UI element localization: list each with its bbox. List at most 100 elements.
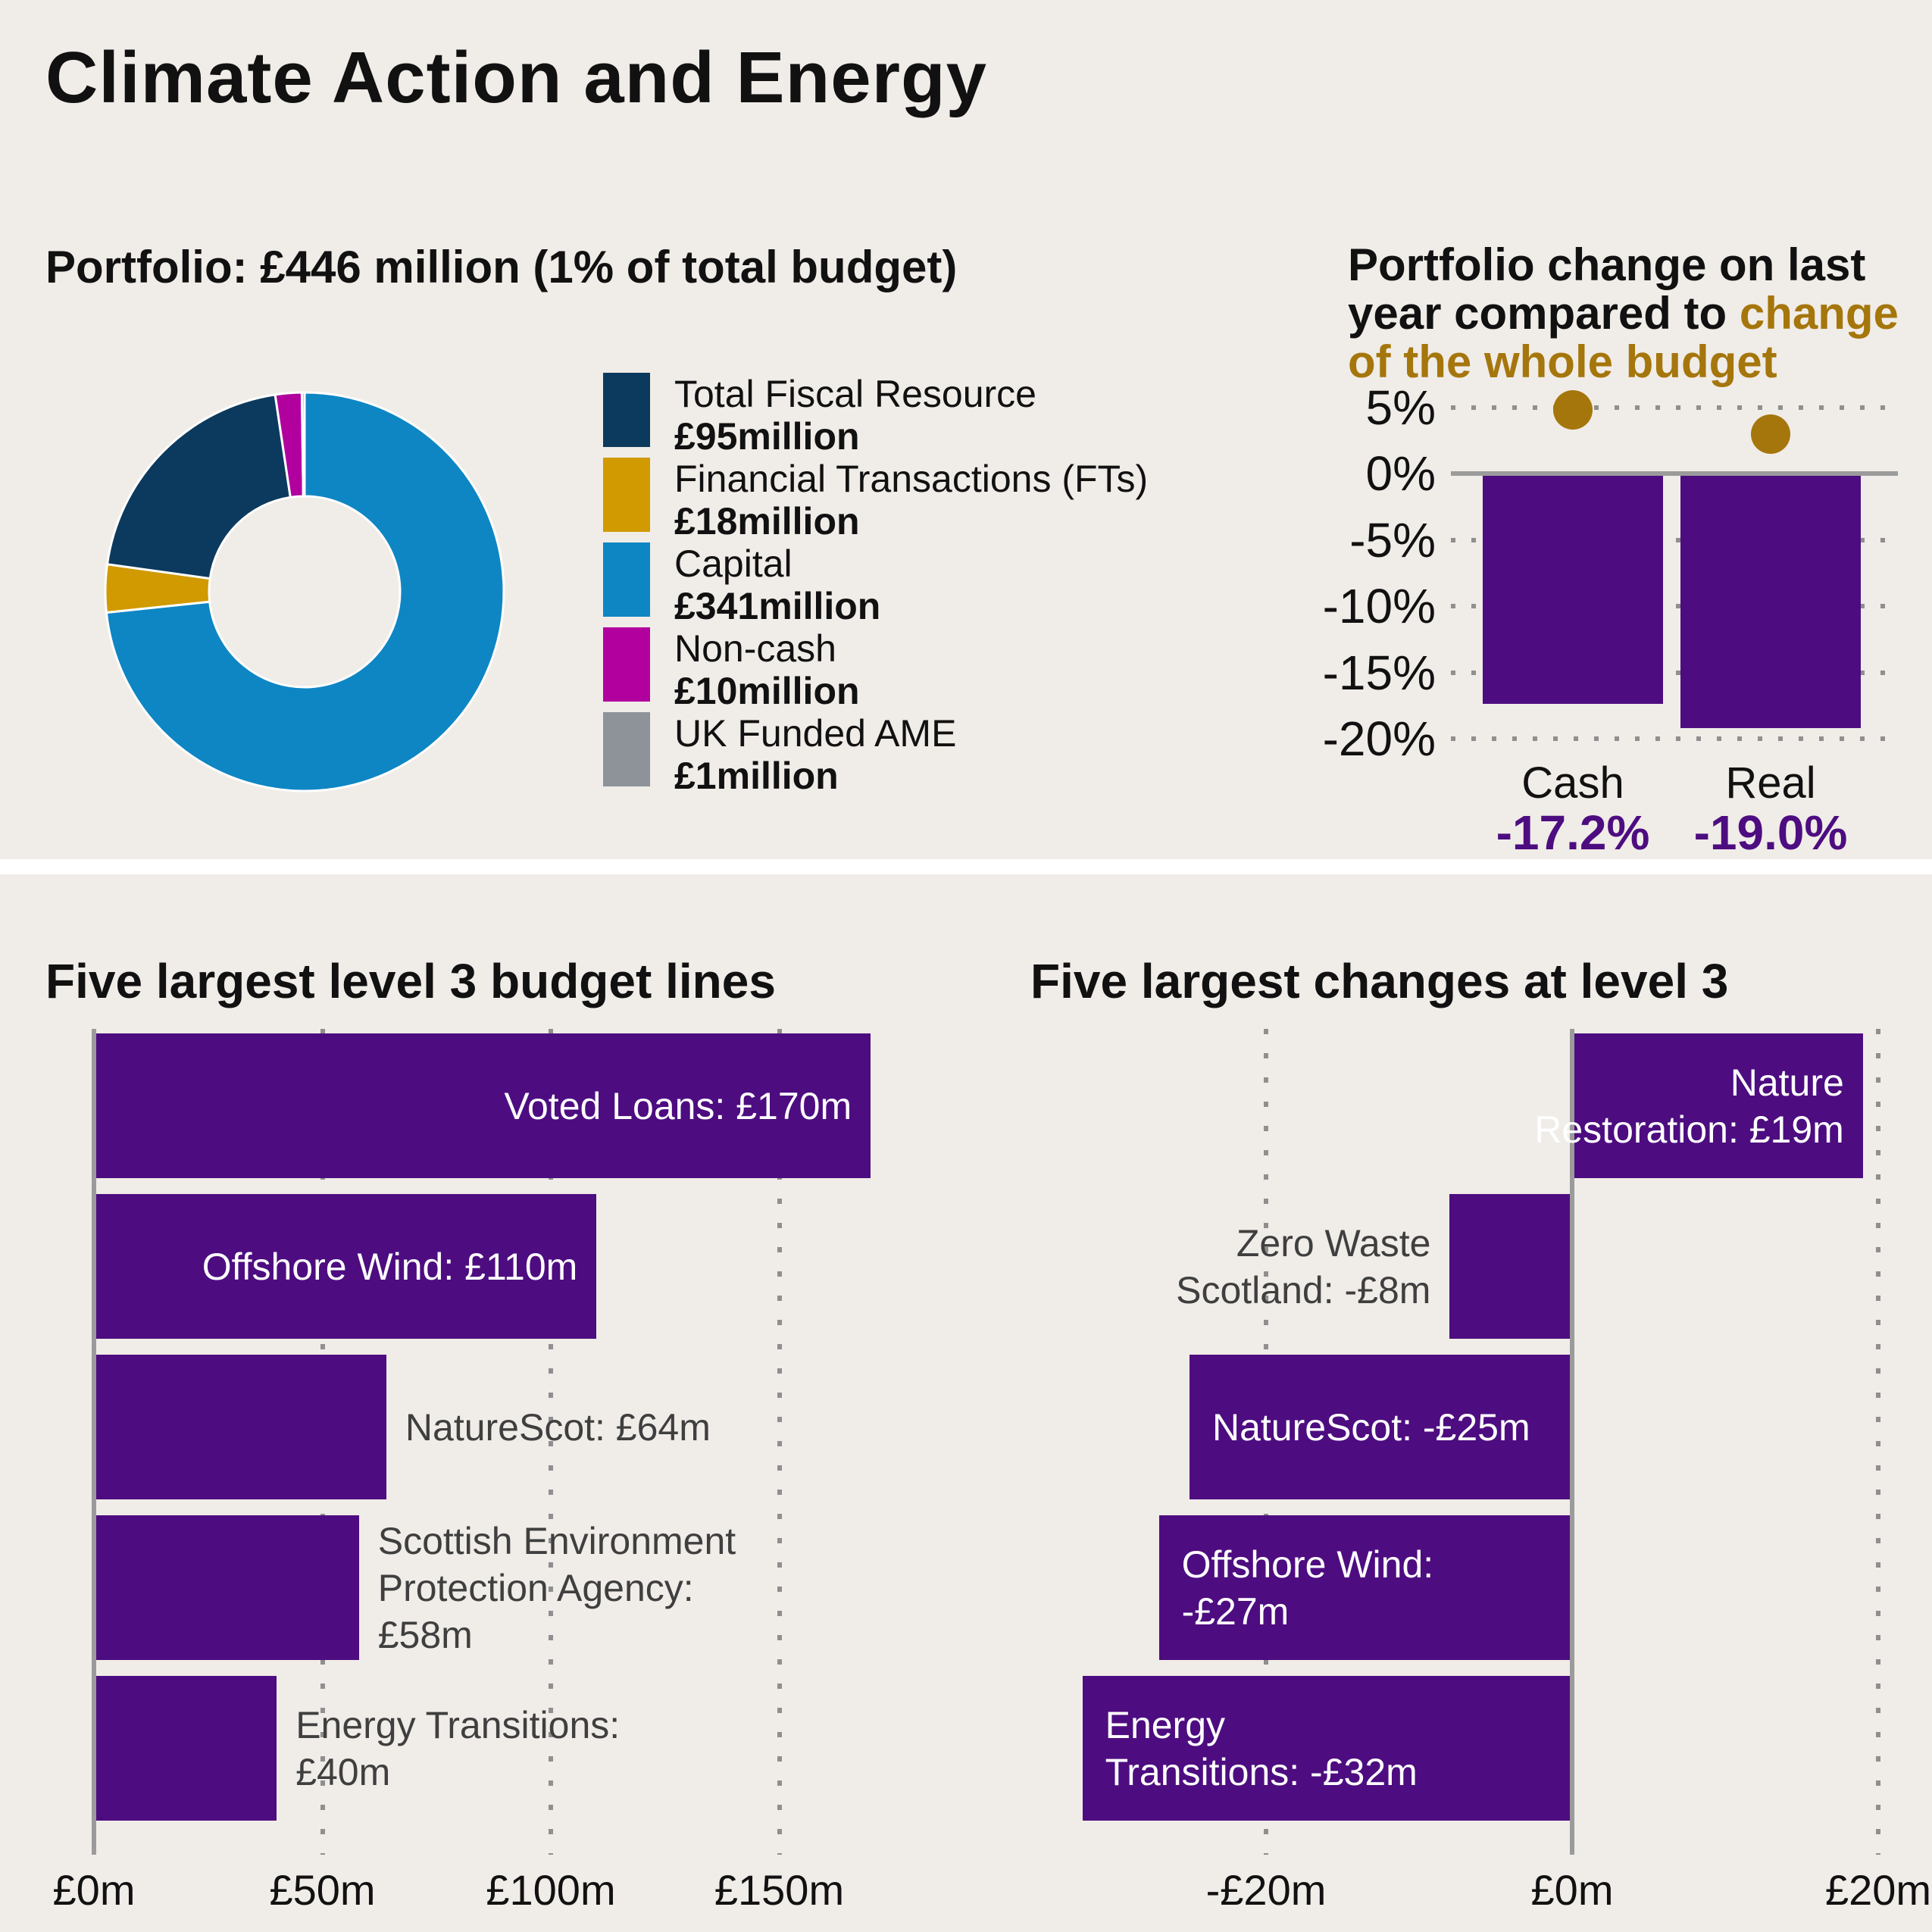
zero-line: [1451, 471, 1898, 476]
bar-label-scottish-environment-protection-agency: Scottish Environment Protection Agency: £5…: [378, 1518, 736, 1658]
bar-voted-loans: [96, 1033, 871, 1178]
gridline-£20m: [1876, 1029, 1880, 1855]
x-tick-£150m: £150m: [714, 1866, 845, 1914]
bar-label-line: Offshore Wind:: [1181, 1543, 1434, 1586]
change-title-segment: year compared to: [1348, 288, 1740, 339]
legend-row-uk-funded-ame: UK Funded AME £1million: [603, 712, 956, 797]
legend-row-non-cash: Non-cash £10million: [603, 627, 860, 712]
bar-label-voted-loans: Voted Loans: £170m: [504, 1083, 852, 1130]
gridline--10%: [1451, 604, 1898, 608]
legend-row-total-fiscal-resource: Total Fiscal Resource £95million: [603, 373, 1036, 458]
bar-label-line: NatureScot: -£25m: [1212, 1405, 1530, 1449]
legend-text: UK Funded AME £1million: [674, 712, 956, 797]
legend-label: Non-cash: [674, 627, 836, 670]
whole-budget-dot-real: [1751, 414, 1790, 454]
legend-swatch: [603, 712, 650, 786]
bar-nature-restoration: [1574, 1033, 1863, 1178]
bar-energy-transitions: [96, 1676, 277, 1821]
bar-label-offshore-wind: Offshore Wind: -£27m: [1182, 1541, 1434, 1635]
bar-label-energy-transitions: Energy Transitions: -£32m: [1105, 1702, 1418, 1796]
change-chart-title: Portfolio change on last year compared to…: [1348, 241, 1899, 386]
donut-slice-capital: [105, 391, 505, 792]
portfolio-donut-chart: [104, 391, 505, 792]
bar-label-line: Energy: [1105, 1703, 1226, 1746]
value-label-real: -19.0%: [1693, 805, 1848, 860]
legend-label: Financial Transactions (FTs): [674, 458, 1149, 500]
legend-text: Capital £341million: [674, 542, 880, 627]
bar-label-line: Restoration: £19m: [1534, 1108, 1844, 1151]
bar-label-line: Transitions: -£32m: [1105, 1750, 1418, 1793]
legend-text: Non-cash £10million: [674, 627, 860, 712]
changes-chart-title: Five largest changes at level 3: [1030, 954, 1729, 1008]
legend-value: £95million: [674, 415, 860, 458]
y-tick--20%: -20%: [1322, 711, 1436, 766]
page-title: Climate Action and Energy: [45, 37, 987, 118]
whole-budget-dot-cash: [1553, 390, 1593, 430]
legend-swatch: [603, 373, 650, 447]
bar-label-line: £40m: [295, 1750, 391, 1793]
axis-line: [1570, 1029, 1574, 1855]
portfolio-panel-title: Portfolio: £446 million (1% of total bud…: [45, 242, 958, 292]
bar-label-zero-waste-scotland: Zero Waste Scotland: -£8m: [1176, 1220, 1430, 1314]
bar-energy-transitions: [1082, 1676, 1570, 1821]
gridline-£100m: [549, 1029, 553, 1855]
gridline--15%: [1451, 670, 1898, 675]
legend-value: £18million: [674, 500, 860, 542]
change-title-line-3: of the whole budget: [1348, 338, 1899, 386]
gridline-£150m: [777, 1029, 782, 1855]
change-title-segment: Portfolio change on last: [1348, 239, 1866, 290]
bar-offshore-wind: [96, 1194, 597, 1339]
bar-naturescot: [1190, 1355, 1570, 1499]
bar-label-line: Energy Transitions:: [295, 1703, 621, 1746]
bar-label-line: Protection Agency:: [377, 1566, 694, 1609]
section-divider: [0, 859, 1932, 874]
bar-label-line: Scottish Environment: [377, 1519, 736, 1562]
change-bar-real: [1680, 476, 1861, 728]
legend-row-capital: Capital £341million: [603, 542, 880, 627]
bar-label-nature-restoration: Nature Restoration: £19m: [1534, 1059, 1844, 1153]
change-title-line-2: year compared to change: [1348, 289, 1899, 338]
y-tick--10%: -10%: [1322, 579, 1436, 633]
bar-label-line: Offshore Wind: £110m: [202, 1245, 578, 1288]
legend-value: £1million: [674, 755, 839, 797]
bar-label-line: £58m: [377, 1613, 473, 1656]
change-bar-cash: [1483, 476, 1663, 704]
y-tick--5%: -5%: [1349, 512, 1436, 567]
bar-label-line: -£27m: [1181, 1590, 1290, 1633]
legend-value: £10million: [674, 670, 860, 712]
change-title-line-1: Portfolio change on last: [1348, 241, 1899, 289]
legend-row-financial-transactions-fts-: Financial Transactions (FTs) £18million: [603, 458, 1148, 542]
donut-slice-uk-funded-ame: [300, 391, 306, 498]
x-tick--£20m: -£20m: [1205, 1866, 1327, 1914]
x-tick-£0m: £0m: [1530, 1866, 1614, 1914]
bar-offshore-wind: [1158, 1515, 1570, 1660]
bar-label-line: Nature: [1730, 1061, 1844, 1104]
donut-slice-total-fiscal-resource: [105, 393, 292, 580]
legend-label: UK Funded AME: [674, 712, 957, 755]
bar-label-line: NatureScot: £64m: [405, 1405, 711, 1449]
legend-swatch: [603, 627, 650, 702]
bar-label-line: Zero Waste: [1236, 1221, 1431, 1265]
y-tick-5%: 5%: [1365, 380, 1436, 435]
x-tick-£20m: £20m: [1824, 1866, 1932, 1914]
gridline-5%: [1451, 405, 1898, 410]
change-title-segment: change: [1739, 288, 1899, 339]
bar-label-offshore-wind: Offshore Wind: £110m: [202, 1243, 578, 1290]
bar-scottish-environment-protection-agency: [96, 1515, 359, 1660]
category-label-real: Real: [1725, 758, 1816, 808]
category-label-cash: Cash: [1521, 758, 1624, 808]
bar-naturescot: [96, 1355, 386, 1499]
x-tick-£50m: £50m: [269, 1866, 376, 1914]
gridline--20%: [1451, 736, 1898, 741]
bar-zero-waste-scotland: [1449, 1194, 1570, 1339]
legend-swatch: [603, 542, 650, 617]
bar-label-line: Scotland: -£8m: [1176, 1268, 1431, 1311]
budget-lines-chart-title: Five largest level 3 budget lines: [45, 954, 776, 1008]
x-tick-£0m: £0m: [52, 1866, 136, 1914]
legend-swatch: [603, 458, 650, 532]
legend-text: Total Fiscal Resource £95million: [674, 373, 1036, 458]
x-tick-£100m: £100m: [486, 1866, 616, 1914]
bar-label-energy-transitions: Energy Transitions: £40m: [295, 1702, 620, 1796]
gridline--5%: [1451, 537, 1898, 542]
